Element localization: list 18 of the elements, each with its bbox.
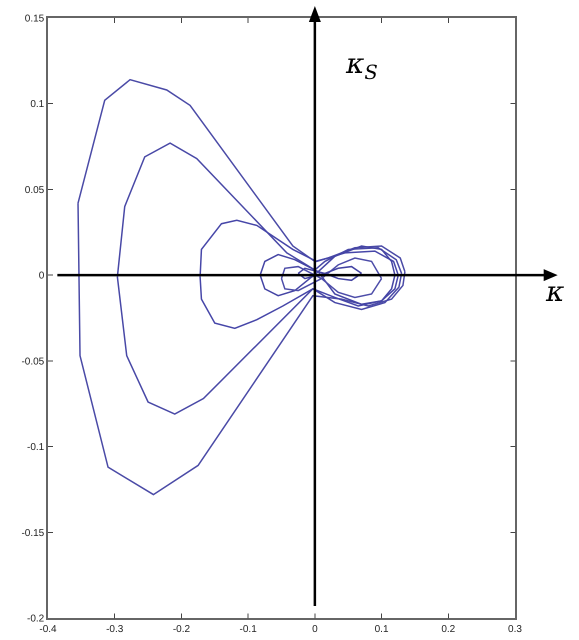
y-tick-label: 0.1: [30, 99, 45, 110]
y-tick-label: 0: [38, 270, 45, 282]
y-tick-label: -0.2: [27, 614, 45, 624]
y-tick-label: -0.15: [21, 528, 45, 539]
y-tick-label: 0.05: [24, 184, 45, 196]
x-tick-label: 0.2: [441, 624, 456, 635]
x-tick-label: 0.1: [374, 624, 389, 635]
x-tick-label: 0: [312, 624, 318, 635]
x-tick-label: -0.3: [106, 624, 124, 635]
y-tick-label: -0.05: [21, 356, 45, 368]
x-tick-label: -0.4: [39, 624, 58, 635]
x-tick-label: -0.1: [240, 624, 258, 635]
y-tick-label: -0.1: [27, 442, 45, 454]
ref-line-label: κ$_{S}$: [345, 47, 378, 84]
x-tick-label: -0.2: [172, 624, 190, 635]
y-tick-label: 0.15: [24, 14, 45, 24]
x-tick-label: 0.3: [508, 624, 522, 635]
ref-line-label: κ: [545, 275, 564, 308]
